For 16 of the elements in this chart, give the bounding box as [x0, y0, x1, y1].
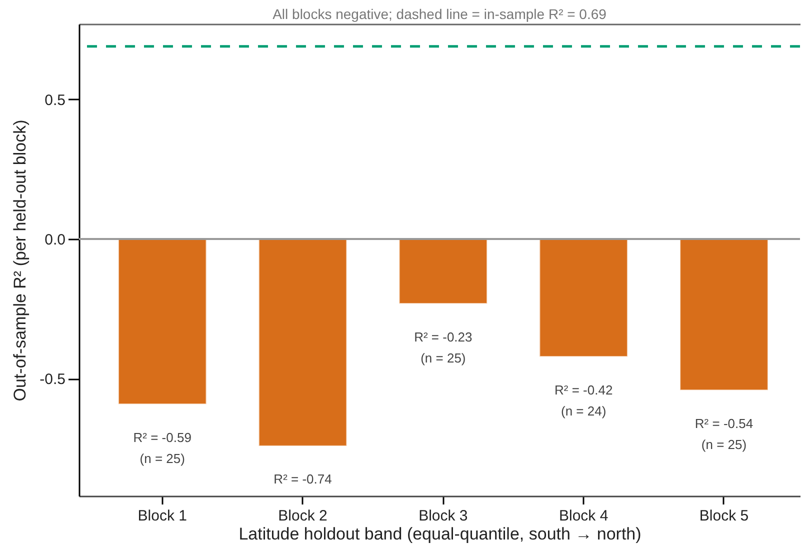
data-label: R² = -0.23 (n = 25): [414, 329, 472, 366]
y-tick-label: 0.0: [44, 232, 66, 249]
data-label: R² = -0.42 (n = 24): [554, 382, 613, 418]
data-label: R² = -0.59 (n = 25): [133, 430, 192, 466]
data-label: R² = -0.54 (n = 25): [694, 416, 754, 452]
chart-title: All blocks negative; dashed line = in-sample R² = 0.69: [272, 6, 607, 22]
data-label: R² = -0.74: [274, 472, 332, 487]
x-axis-title: Latitude holdout band (equal-quantile, south → north): [238, 524, 642, 544]
x-tick-label: Block 2: [278, 508, 328, 524]
y-tick-label: 0.5: [44, 92, 66, 109]
x-tick-label: Block 4: [558, 508, 608, 524]
x-tick-label: Block 5: [699, 508, 749, 524]
y-tick-label: -0.5: [40, 371, 66, 388]
x-tick-label: Block 1: [138, 508, 187, 524]
x-tick-label: Block 3: [418, 508, 468, 524]
y-axis-title: Out-of-sample R² (per held-out block): [10, 120, 30, 402]
